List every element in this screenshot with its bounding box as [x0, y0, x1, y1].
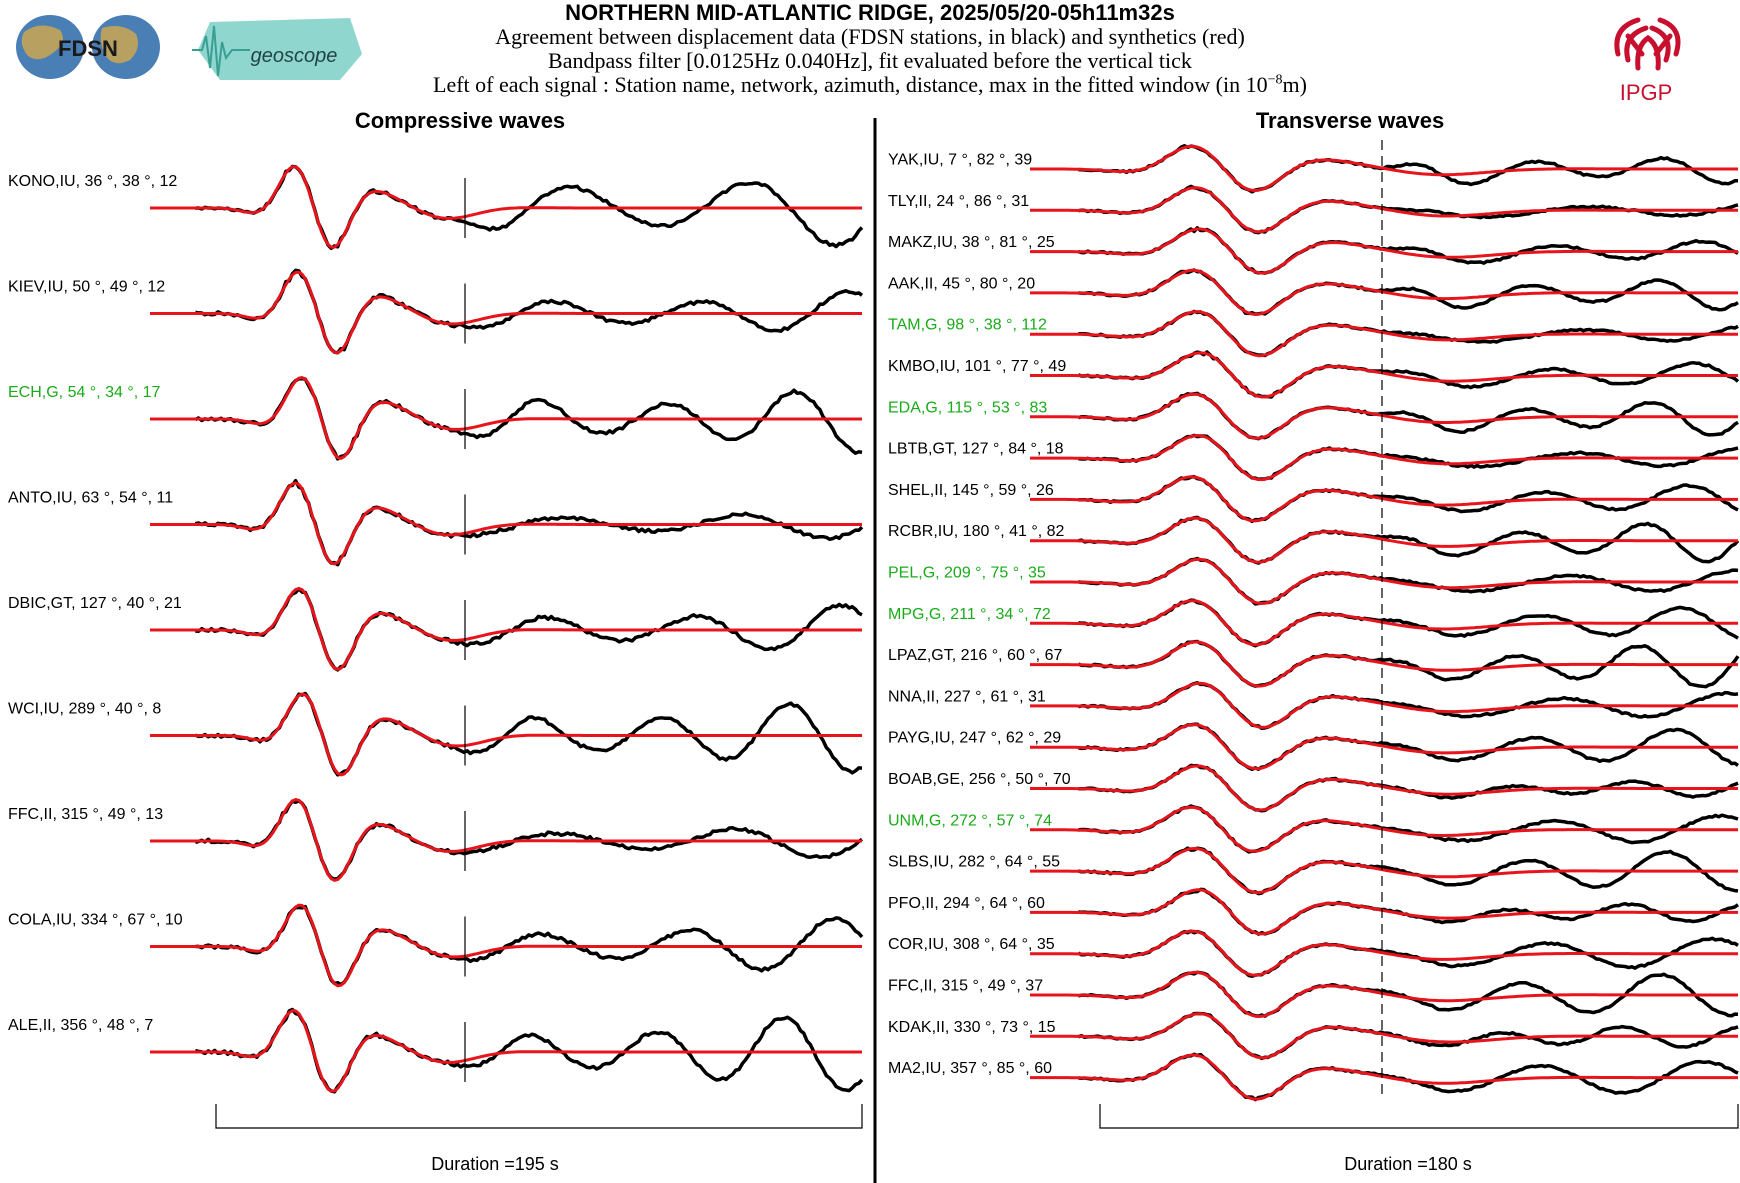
synthetic-trace — [150, 692, 862, 777]
station-label: DBIC,GT, 127 °, 40 °, 21 — [8, 595, 182, 612]
panel-title: Compressive waves — [355, 108, 565, 133]
synthetic-trace — [1030, 392, 1738, 440]
station-label: FFC,II, 315 °, 49 °, 13 — [8, 806, 163, 823]
synthetic-trace — [1030, 640, 1738, 688]
synthetic-trace — [150, 165, 862, 249]
geoscope-wave — [192, 25, 250, 77]
station-label: COLA,IU, 334 °, 67 °, 10 — [8, 912, 183, 929]
synthetic-trace — [1030, 144, 1738, 192]
station-label: LPAZ,GT, 216 °, 60 °, 67 — [888, 647, 1062, 664]
synthetic-trace — [1030, 805, 1738, 853]
station-label: FFC,II, 315 °, 49 °, 37 — [888, 978, 1043, 995]
geoscope-logo: geoscope — [192, 18, 362, 80]
fdsn-logo-text: FDSN — [58, 36, 118, 61]
station-label: KDAK,II, 330 °, 73 °, 15 — [888, 1019, 1056, 1036]
ipgp-logo-text: IPGP — [1620, 80, 1673, 104]
transverse-panel: Transverse waves YAK,IU, 7 °, 82 °, 39 TLY… — [888, 108, 1740, 1174]
panel-title: Transverse waves — [1256, 108, 1444, 133]
duration-label: Duration =180 s — [1344, 1154, 1472, 1174]
station-label: EDA,G, 115 °, 53 °, 83 — [888, 399, 1047, 416]
geoscope-shape — [198, 18, 362, 80]
synthetic-trace — [1030, 310, 1738, 358]
subtitle-line-3: Left of each signal : Station name, netw… — [0, 72, 1740, 98]
station-label: COR,IU, 308 °, 64 °, 35 — [888, 936, 1055, 953]
synthetic-trace — [1030, 475, 1738, 523]
station-label: WCI,IU, 289 °, 40 °, 8 — [8, 701, 161, 718]
station-label: PAYG,IU, 247 °, 62 °, 29 — [888, 730, 1061, 747]
synthetic-trace — [1030, 929, 1738, 977]
subtitle-line-1: Agreement between displacement data (FDS… — [495, 24, 1245, 49]
synthetic-trace — [150, 376, 862, 460]
synthetic-trace — [150, 587, 862, 671]
subtitle-line-3-exponent: −8 — [1267, 72, 1283, 88]
synthetic-trace — [1030, 268, 1738, 316]
duration-bracket — [1099, 1104, 1739, 1129]
station-label: ECH,G, 54 °, 34 °, 17 — [8, 384, 161, 401]
subtitle-line-2: Bandpass filter [0.0125Hz 0.040Hz], fit … — [548, 48, 1192, 73]
fdsn-logo: FDSN — [16, 15, 160, 79]
station-label: MPG,G, 211 °, 34 °, 72 — [888, 606, 1051, 623]
geoscope-logo-text: geoscope — [251, 45, 338, 67]
synthetic-trace — [1030, 516, 1738, 564]
synthetic-trace — [1030, 723, 1738, 771]
synthetic-trace — [150, 270, 862, 355]
station-label: MAKZ,IU, 38 °, 81 °, 25 — [888, 234, 1055, 251]
station-label: MA2,IU, 357 °, 85 °, 60 — [888, 1060, 1052, 1077]
synthetic-trace — [150, 1009, 862, 1093]
synthetic-trace — [1030, 681, 1738, 729]
figure-title: NORTHERN MID-ATLANTIC RIDGE, 2025/05/20-… — [565, 0, 1175, 25]
station-label: RCBR,IU, 180 °, 41 °, 82 — [888, 523, 1065, 540]
duration-bracket — [215, 1104, 863, 1129]
synthetic-trace — [1030, 1012, 1738, 1060]
station-label: AAK,II, 45 °, 80 °, 20 — [888, 275, 1035, 292]
synthetic-trace — [1030, 351, 1738, 399]
station-label: ALE,II, 356 °, 48 °, 7 — [8, 1017, 153, 1034]
station-label: ANTO,IU, 63 °, 54 °, 11 — [8, 490, 173, 507]
subtitle-line-3-prefix: Left of each signal : Station name, netw… — [433, 72, 1268, 97]
station-label: KMBO,IU, 101 °, 77 °, 49 — [888, 358, 1066, 375]
station-label: NNA,II, 227 °, 61 °, 31 — [888, 688, 1046, 705]
station-label: KIEV,IU, 50 °, 49 °, 12 — [8, 279, 165, 296]
synthetic-trace — [1030, 764, 1738, 812]
station-label: TLY,II, 24 °, 86 °, 31 — [888, 193, 1029, 210]
station-label: SHEL,II, 145 °, 59 °, 26 — [888, 482, 1054, 499]
station-label: PEL,G, 209 °, 75 °, 35 — [888, 565, 1046, 582]
fdsn-continents — [21, 25, 138, 64]
synthetic-trace — [1030, 186, 1738, 234]
station-label: LBTB,GT, 127 °, 84 °, 18 — [888, 441, 1064, 458]
station-label: KONO,IU, 36 °, 38 °, 12 — [8, 173, 177, 190]
ipgp-emblem — [1614, 17, 1681, 71]
synthetic-trace — [1030, 888, 1738, 936]
subtitle-line-3-suffix: m) — [1282, 72, 1307, 97]
synthetic-trace — [150, 903, 862, 988]
station-label: BOAB,GE, 256 °, 50 °, 70 — [888, 771, 1071, 788]
synthetic-trace — [1030, 599, 1738, 647]
synthetic-trace — [1030, 227, 1738, 275]
duration-label: Duration =195 s — [431, 1154, 559, 1174]
station-label: UNM,G, 272 °, 57 °, 74 — [888, 812, 1052, 829]
synthetic-trace — [1030, 847, 1738, 895]
synthetic-trace — [150, 798, 862, 882]
ipgp-logo: IPGP — [1614, 17, 1681, 104]
synthetic-trace — [1030, 557, 1738, 605]
synthetic-trace — [1030, 434, 1738, 482]
synthetic-trace — [1030, 1053, 1738, 1101]
synthetic-trace — [150, 481, 862, 566]
station-label: PFO,II, 294 °, 64 °, 60 — [888, 895, 1045, 912]
station-label: SLBS,IU, 282 °, 64 °, 55 — [888, 854, 1060, 871]
data-trace — [194, 268, 864, 355]
station-label: TAM,G, 98 °, 38 °, 112 — [888, 317, 1047, 334]
synthetic-trace — [1030, 970, 1738, 1018]
compressive-panel: Compressive waves KONO,IU, 36 °, 38 °, 12… — [8, 108, 864, 1174]
station-label: YAK,IU, 7 °, 82 °, 39 — [888, 152, 1032, 169]
